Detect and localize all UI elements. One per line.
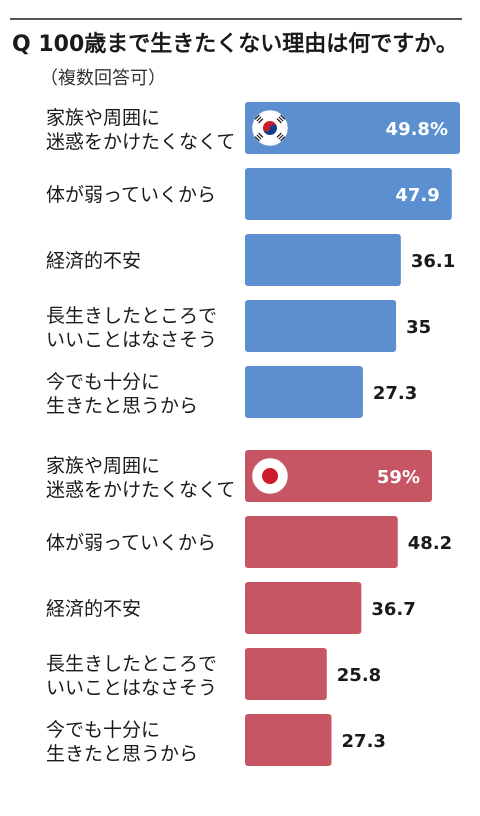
japan-flag	[252, 458, 288, 494]
data-label: 36.1	[411, 251, 455, 272]
data-label: 36.7	[371, 599, 415, 620]
bar	[245, 366, 363, 418]
trigram-bar	[280, 136, 286, 142]
trigram	[276, 114, 286, 124]
trigram	[254, 132, 264, 142]
trigram	[254, 114, 264, 124]
chart-title: Q 100歳まで生きたくない理由は何ですか。	[12, 32, 458, 57]
category-label: 体が弱っていくから	[46, 532, 216, 554]
bar	[245, 648, 327, 700]
trigram-bar	[256, 116, 262, 122]
south-korea-flag	[252, 110, 288, 146]
taegeuk-swirl-red	[263, 124, 270, 132]
data-label: 35	[406, 317, 431, 338]
bar	[245, 234, 401, 286]
bar	[245, 168, 452, 220]
trigram	[276, 132, 286, 142]
data-label: 59%	[377, 467, 420, 488]
category-label: いいことはなさそう	[46, 329, 217, 351]
bar	[245, 102, 460, 154]
trigram-bar	[276, 118, 282, 124]
category-label: 長生きしたところで	[46, 305, 217, 327]
data-label: 49.8%	[386, 119, 448, 140]
trigram-bar	[254, 136, 260, 142]
category-label: いいことはなさそう	[46, 677, 217, 699]
bar	[245, 582, 362, 634]
category-label: 体が弱っていくから	[46, 184, 216, 206]
data-label: 47.9	[395, 185, 439, 206]
hinomaru	[262, 468, 278, 484]
trigram-bar	[256, 134, 262, 140]
category-label: 家族や周囲に	[46, 455, 160, 477]
trigram-bar	[280, 114, 286, 120]
category-label: 経済的不安	[46, 598, 141, 620]
trigram-bar	[278, 116, 284, 122]
trigram-bar	[276, 132, 282, 138]
category-label: 長生きしたところで	[46, 653, 217, 675]
category-label: 生きたと思うから	[46, 743, 198, 765]
category-label: 生きたと思うから	[46, 395, 198, 417]
data-label: 25.8	[337, 665, 381, 686]
category-label: 経済的不安	[46, 250, 141, 272]
category-label: 今でも十分に	[46, 719, 160, 741]
category-label: 迷惑をかけたくなくて	[46, 479, 235, 501]
bar	[245, 300, 397, 352]
category-label: 家族や周囲に	[46, 107, 160, 129]
taegeuk-swirl-blue	[270, 124, 277, 132]
trigram-bar	[258, 132, 264, 138]
trigram-bar	[254, 114, 260, 120]
data-label: 48.2	[408, 533, 452, 554]
bar	[245, 714, 332, 766]
category-label: 迷惑をかけたくなくて	[46, 131, 235, 153]
trigram-bar	[258, 118, 264, 124]
trigram-bar	[278, 134, 284, 140]
bar	[245, 516, 398, 568]
data-label: 27.3	[342, 731, 386, 752]
data-label: 27.3	[373, 383, 417, 404]
top-rule	[10, 18, 462, 20]
category-label: 今でも十分に	[46, 371, 160, 393]
bar	[245, 450, 432, 502]
chart-subtitle: （複数回答可）	[40, 68, 166, 89]
